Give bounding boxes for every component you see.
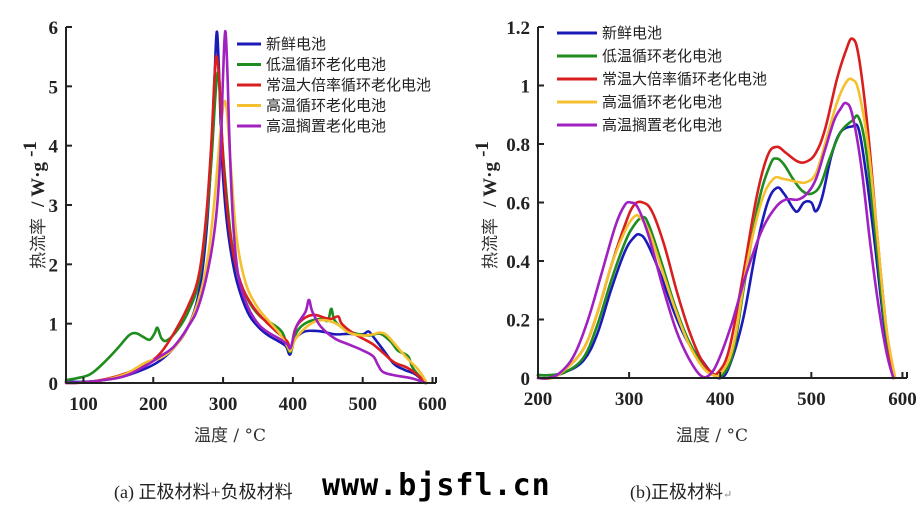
legend-label: 高温搁置老化电池 bbox=[266, 117, 386, 135]
chart-b-series-4 bbox=[536, 101, 895, 380]
legend-label: 新鲜电池 bbox=[602, 24, 662, 42]
chart-b-legend-item: 高温循环老化电池 bbox=[557, 93, 722, 111]
caption-a: (a) 正极材料+负极材料 bbox=[114, 482, 293, 502]
chart-b-series-3 bbox=[536, 77, 897, 381]
chart-b-x-tick-label: 600 bbox=[888, 389, 917, 410]
chart-a-legend-item: 高温循环老化电池 bbox=[237, 97, 386, 115]
chart-b-series-1 bbox=[536, 114, 895, 380]
chart-a-x-tick-label: 300 bbox=[209, 394, 238, 415]
chart-b-legend-item: 低温循环老化电池 bbox=[557, 47, 722, 65]
watermark: www.bjsfl.cn bbox=[322, 468, 551, 503]
legend-label: 新鲜电池 bbox=[266, 35, 326, 53]
chart-a-y-tick-label: 2 bbox=[49, 255, 59, 276]
chart-b-legend-item: 常温大倍率循环老化电池 bbox=[557, 70, 767, 88]
chart-b-x-tick-label: 200 bbox=[524, 389, 553, 410]
chart-a-x-tick-label: 600 bbox=[418, 394, 447, 415]
chart-b-axes bbox=[537, 26, 908, 379]
legend-label: 常温大倍率循环老化电池 bbox=[266, 76, 431, 94]
chart-a-series-2 bbox=[64, 54, 427, 385]
svg-text:热流率 / W·g -1: 热流率 / W·g -1 bbox=[20, 141, 49, 269]
svg-text:热流率 / W·g -1: 热流率 / W·g -1 bbox=[472, 141, 501, 269]
caption-b-wrapper: (b)正极材料↵ bbox=[630, 478, 732, 504]
chart-a-y-tick-label: 3 bbox=[49, 196, 59, 217]
chart-a-legend-item: 新鲜电池 bbox=[237, 35, 326, 53]
chart-a-x-tick-label: 400 bbox=[279, 394, 308, 415]
chart-a-y-axis-unit: / W·g bbox=[28, 161, 49, 207]
chart-a-y-tick-label: 6 bbox=[49, 18, 59, 39]
chart-b-y-tick-label: 1.2 bbox=[506, 18, 530, 39]
chart-a-series-layer bbox=[64, 29, 429, 385]
chart-b-y-tick-label: 1 bbox=[521, 77, 531, 98]
chart-a-x-axis-title: 温度 / °C bbox=[194, 426, 266, 446]
chart-b-x-tick-label: 400 bbox=[706, 389, 735, 410]
chart-b: 200 300 400 500 600 0 0.2 0.4 0.6 0.8 1 1.2 温度 / °C… bbox=[472, 18, 917, 446]
chart-b-y-tick-label: 0 bbox=[521, 369, 531, 390]
chart-b-legend-item: 高温搁置老化电池 bbox=[557, 116, 722, 134]
legend-label: 低温循环老化电池 bbox=[266, 56, 386, 74]
chart-b-tick-labels: 200 300 400 500 600 0 0.2 0.4 0.6 0.8 1 1.2 bbox=[506, 18, 916, 410]
chart-b-y-axis-title: 热流率 / W·g -1 bbox=[472, 141, 501, 269]
chart-a-y-tick-label: 4 bbox=[49, 137, 59, 158]
legend-label: 常温大倍率循环老化电池 bbox=[602, 70, 767, 88]
chart-a-legend-item: 高温搁置老化电池 bbox=[237, 117, 386, 135]
chart-a-y-axis-title: 热流率 / W·g -1 bbox=[20, 141, 49, 269]
chart-b-x-axis-title: 温度 / °C bbox=[676, 426, 748, 446]
chart-a-y-tick-label: 1 bbox=[49, 315, 59, 336]
chart-a-x-tick-label: 500 bbox=[348, 394, 377, 415]
chart-b-series-layer bbox=[536, 37, 897, 381]
chart-a-y-axis-title-cn: 热流率 bbox=[29, 218, 49, 269]
chart-b-y-axis-unit-sup: -1 bbox=[472, 141, 493, 157]
legend-label: 低温循环老化电池 bbox=[602, 47, 722, 65]
chart-b-series-2 bbox=[536, 37, 895, 381]
chart-a-y-tick-label: 0 bbox=[49, 374, 59, 395]
chart-b-x-tick-label: 500 bbox=[797, 389, 826, 410]
legend-label: 高温搁置老化电池 bbox=[602, 116, 722, 134]
chart-b-x-tick-label: 300 bbox=[615, 389, 644, 410]
chart-a: 100 200 300 400 500 600 0 1 2 3 4 5 6 温度 / °C 热流率 / … bbox=[20, 18, 447, 446]
chart-a-x-tick-label: 100 bbox=[69, 394, 98, 415]
chart-b-y-tick-label: 0.4 bbox=[506, 252, 530, 273]
caption-b: (b)正极材料 bbox=[630, 482, 723, 502]
chart-a-y-tick-label: 5 bbox=[49, 77, 59, 98]
chart-b-y-axis-title-cn: 热流率 bbox=[481, 218, 501, 269]
chart-a-tick-labels: 100 200 300 400 500 600 0 1 2 3 4 5 6 bbox=[49, 18, 447, 415]
chart-b-y-tick-label: 0.8 bbox=[506, 135, 530, 156]
chart-b-y-axis-unit: / W·g bbox=[480, 161, 501, 207]
chart-a-x-tick-label: 200 bbox=[139, 394, 168, 415]
chart-b-y-tick-label: 0.6 bbox=[506, 194, 530, 215]
chart-b-y-tick-label: 0.2 bbox=[506, 311, 530, 332]
legend-label: 高温循环老化电池 bbox=[602, 93, 722, 111]
chart-a-y-axis-unit-sup: -1 bbox=[20, 141, 41, 157]
chart-a-series-4 bbox=[64, 29, 427, 385]
chart-b-legend-item: 新鲜电池 bbox=[557, 24, 662, 42]
paragraph-return-mark: ↵ bbox=[723, 489, 733, 501]
chart-a-legend-item: 常温大倍率循环老化电池 bbox=[237, 76, 431, 94]
chart-a-axes bbox=[65, 26, 437, 384]
legend-label: 高温循环老化电池 bbox=[266, 97, 386, 115]
chart-a-series-3 bbox=[64, 99, 429, 385]
chart-a-legend-item: 低温循环老化电池 bbox=[237, 56, 386, 74]
